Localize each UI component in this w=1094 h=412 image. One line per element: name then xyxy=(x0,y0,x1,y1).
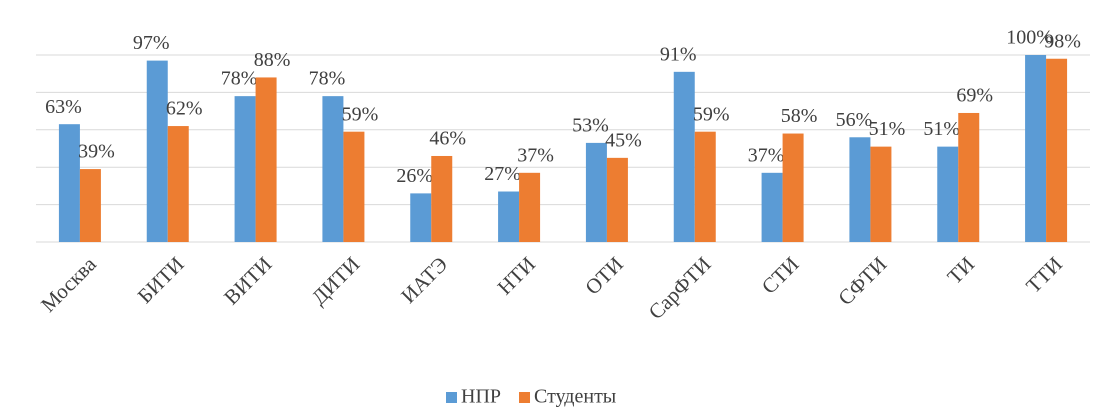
bar xyxy=(167,126,189,242)
bar xyxy=(694,131,716,242)
bar xyxy=(585,142,607,242)
x-tick-label: ТТИ xyxy=(1021,252,1067,298)
data-label: 37% xyxy=(517,144,554,166)
x-tick-label: ИАТЭ xyxy=(396,252,452,308)
bar xyxy=(1046,58,1068,242)
bar xyxy=(410,193,432,242)
x-tick-label: СарФТИ xyxy=(644,252,716,324)
data-label: 59% xyxy=(693,103,730,125)
bar xyxy=(870,146,892,242)
bar xyxy=(673,71,695,242)
data-label: 27% xyxy=(484,163,521,185)
x-tick-label: ВИТИ xyxy=(219,252,276,309)
data-label: 39% xyxy=(78,141,115,163)
data-label: 26% xyxy=(396,165,433,187)
data-label: 53% xyxy=(572,114,609,136)
data-label: 51% xyxy=(923,118,960,140)
bar xyxy=(58,124,80,242)
x-tick-label: Москва xyxy=(36,251,101,316)
data-label: 63% xyxy=(45,96,82,118)
x-tick-label: НТИ xyxy=(493,252,540,299)
legend-label: НПР xyxy=(461,386,501,408)
x-tick-label: ТИ xyxy=(942,252,979,289)
bar xyxy=(958,112,980,242)
bar xyxy=(937,146,959,242)
bar xyxy=(343,131,365,242)
legend-label: Студенты xyxy=(534,386,616,408)
data-label: 62% xyxy=(166,98,203,120)
x-tick-label: ОТИ xyxy=(580,252,627,299)
x-tick-label: ДИТИ xyxy=(307,252,365,310)
data-label: 88% xyxy=(254,49,291,71)
bar xyxy=(782,133,804,242)
data-label: 98% xyxy=(1044,30,1081,52)
data-label: 51% xyxy=(869,118,906,140)
data-label: 59% xyxy=(342,103,379,125)
data-label: 78% xyxy=(221,68,258,90)
bar xyxy=(431,155,453,242)
data-label: 97% xyxy=(133,32,170,54)
x-tick-label: БИТИ xyxy=(133,252,189,308)
legend-swatch xyxy=(519,392,531,403)
bar xyxy=(606,157,628,242)
legend-swatch xyxy=(446,392,457,403)
bar xyxy=(255,77,277,242)
data-label: 91% xyxy=(660,43,697,65)
bar xyxy=(519,172,541,242)
bar xyxy=(1025,55,1047,242)
data-label: 56% xyxy=(836,109,873,131)
data-label: 46% xyxy=(429,128,466,150)
bar xyxy=(322,96,344,242)
data-label: 69% xyxy=(956,85,993,107)
bar xyxy=(761,172,783,242)
bar xyxy=(849,137,871,242)
data-label: 58% xyxy=(781,105,818,127)
bar xyxy=(79,169,101,242)
bar xyxy=(234,96,256,242)
data-label: 78% xyxy=(309,68,346,90)
x-tick-label: СТИ xyxy=(757,252,804,299)
bar xyxy=(498,191,520,242)
data-label: 45% xyxy=(605,129,642,151)
bar xyxy=(146,60,168,242)
data-label: 100% xyxy=(1006,27,1053,49)
data-label: 37% xyxy=(748,144,785,166)
x-tick-label: СФТИ xyxy=(833,252,891,310)
